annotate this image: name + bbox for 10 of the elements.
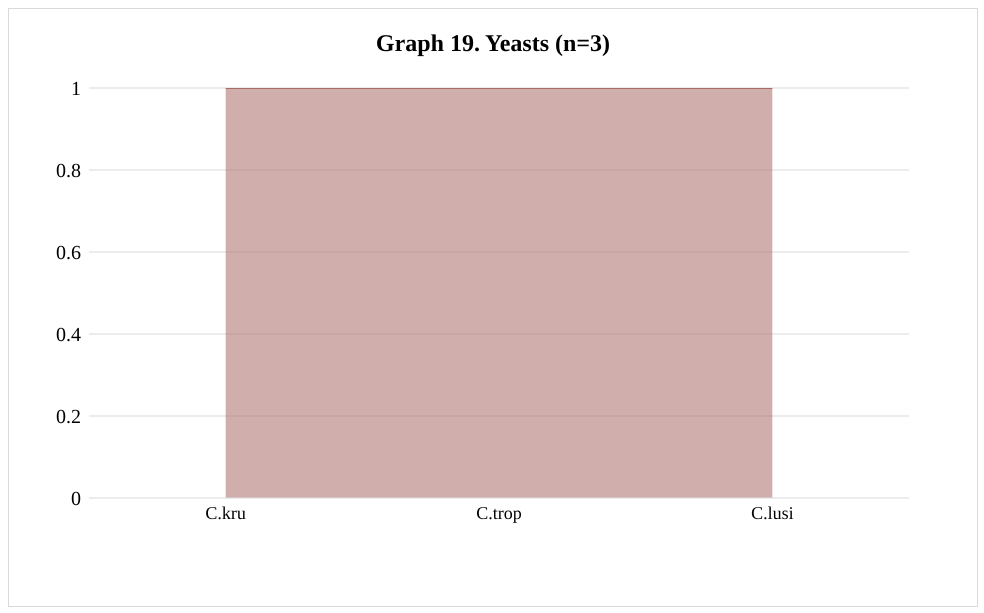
- y-tick-label: 0.6: [56, 242, 81, 264]
- chart-title: Graph 19. Yeasts (n=3): [374, 31, 612, 58]
- y-tick-label: 0.8: [56, 160, 81, 182]
- y-tick-label: 0: [71, 488, 81, 510]
- y-tick-label: 0.2: [56, 406, 81, 428]
- x-tick-label: C.lusi: [751, 502, 794, 523]
- y-tick-label: 1: [71, 78, 81, 100]
- y-tick-label: 0.4: [56, 324, 81, 346]
- x-tick-label: C.kru: [205, 502, 246, 523]
- x-tick-label: C.trop: [476, 502, 522, 523]
